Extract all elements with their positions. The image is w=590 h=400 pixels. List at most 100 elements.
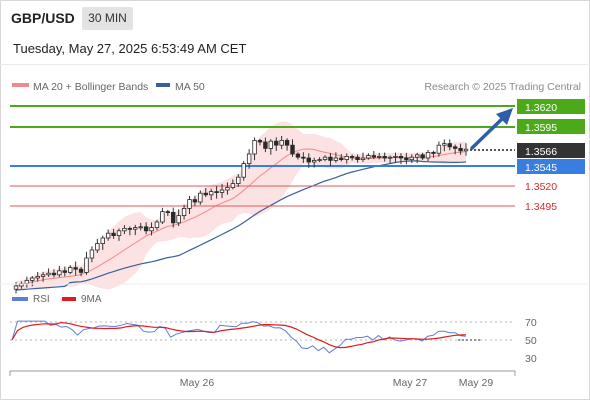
- candle-up: [246, 153, 252, 165]
- candle-up: [35, 275, 40, 279]
- candle-down: [143, 226, 149, 232]
- candle-up: [425, 151, 431, 159]
- candle-up: [366, 155, 371, 159]
- time-axis-label-1: May 26: [180, 377, 215, 389]
- forecast-arrow-shaft: [470, 116, 505, 150]
- candle-down: [382, 155, 387, 159]
- candle-down: [404, 157, 409, 160]
- candle-down: [51, 272, 57, 276]
- candle-down: [306, 157, 311, 163]
- candle-up: [236, 176, 241, 184]
- candle-down: [284, 139, 290, 146]
- candle-down: [349, 155, 355, 158]
- candle-up: [225, 187, 230, 191]
- candle-up: [105, 232, 111, 239]
- candle-up: [279, 139, 284, 146]
- support-label-2: 1.3495: [525, 201, 557, 213]
- candle-up: [415, 154, 420, 158]
- candle-up: [176, 215, 181, 224]
- candle-up: [116, 230, 122, 237]
- candle-up: [95, 243, 100, 251]
- candle-down: [339, 157, 344, 160]
- candle-down: [295, 153, 301, 158]
- candle-up: [241, 163, 246, 178]
- candle-up: [100, 237, 105, 244]
- forecast-arrow-head: [496, 108, 513, 125]
- svg-text:1.3620: 1.3620: [525, 102, 557, 114]
- candle-up: [208, 191, 214, 196]
- rsi-tick-70: 70: [525, 317, 537, 329]
- svg-text:1.3566: 1.3566: [525, 146, 557, 158]
- candle-down: [171, 211, 176, 224]
- pivot-label: 1.3545: [517, 159, 585, 174]
- candle-up: [252, 139, 257, 155]
- candle-down: [447, 143, 452, 148]
- candle-down: [127, 227, 133, 230]
- candle-down: [371, 155, 377, 158]
- ma50-line: [15, 160, 467, 291]
- current-price-label: 1.3566: [517, 143, 585, 158]
- level-label-1: 1.3620: [517, 99, 585, 114]
- svg-text:1.3545: 1.3545: [525, 162, 557, 174]
- timestamp: Tuesday, May 27, 2025 6:53:49 AM CET: [13, 41, 247, 56]
- candle-up: [377, 155, 382, 158]
- candle-up: [133, 227, 138, 230]
- candle-up: [219, 189, 225, 193]
- candle-up: [344, 155, 349, 160]
- candle-up: [84, 257, 89, 273]
- candle-down: [111, 232, 116, 236]
- candle-up: [24, 279, 30, 284]
- chart-header: GBP/USD 30 MIN: [0, 0, 590, 36]
- candle-up: [322, 156, 328, 160]
- ma9-legend-swatch: [62, 297, 76, 301]
- ma9-legend-label: 9MA: [81, 294, 102, 305]
- candle-up: [393, 155, 398, 158]
- timeframe-button[interactable]: 30 MIN: [82, 7, 133, 30]
- rsi-ma-line: [11, 321, 467, 349]
- credit-text: Research © 2025 Trading Central: [424, 81, 581, 93]
- candle-up: [268, 140, 274, 149]
- candle-down: [328, 156, 333, 161]
- candle-up: [89, 249, 95, 259]
- candle-up: [13, 285, 19, 290]
- candle-down: [301, 156, 306, 159]
- candle-down: [355, 156, 360, 160]
- candle-up: [230, 183, 236, 189]
- candle-up: [149, 227, 154, 232]
- candle-up: [311, 159, 317, 163]
- candle-down: [192, 199, 198, 203]
- symbol-title: GBP/USD: [11, 10, 75, 26]
- ma20-legend-swatch: [12, 83, 29, 87]
- time-axis-label-3: May 29: [459, 377, 494, 389]
- rsi-tick-30: 30: [525, 353, 537, 365]
- support-label-1: 1.3520: [525, 181, 557, 193]
- candlestick-series: [13, 135, 469, 294]
- rsi-legend-swatch: [12, 297, 28, 301]
- candle-down: [165, 211, 171, 214]
- candle-up: [154, 221, 160, 228]
- candle-down: [458, 147, 463, 152]
- candle-up: [57, 270, 62, 276]
- candle-down: [420, 154, 425, 159]
- candle-up: [360, 157, 366, 160]
- ma50-legend-label: MA 50: [175, 81, 205, 93]
- ma20-legend-label: MA 20 + Bollinger Bands: [33, 81, 148, 93]
- candle-up: [40, 274, 46, 277]
- rsi-legend-label: RSI: [33, 294, 50, 305]
- candle-up: [122, 227, 127, 232]
- candle-down: [431, 151, 436, 154]
- time-axis-label-2: May 27: [393, 377, 428, 389]
- candle-down: [398, 155, 404, 159]
- candle-up: [442, 143, 447, 146]
- candle-up: [387, 156, 393, 159]
- candle-down: [78, 268, 84, 273]
- candle-up: [160, 211, 165, 223]
- candle-down: [203, 192, 208, 196]
- candle-down: [73, 267, 78, 270]
- candle-down: [452, 146, 458, 149]
- candle-up: [409, 156, 414, 160]
- candle-down: [62, 270, 67, 273]
- candle-up: [463, 148, 469, 152]
- candle-down: [263, 141, 268, 149]
